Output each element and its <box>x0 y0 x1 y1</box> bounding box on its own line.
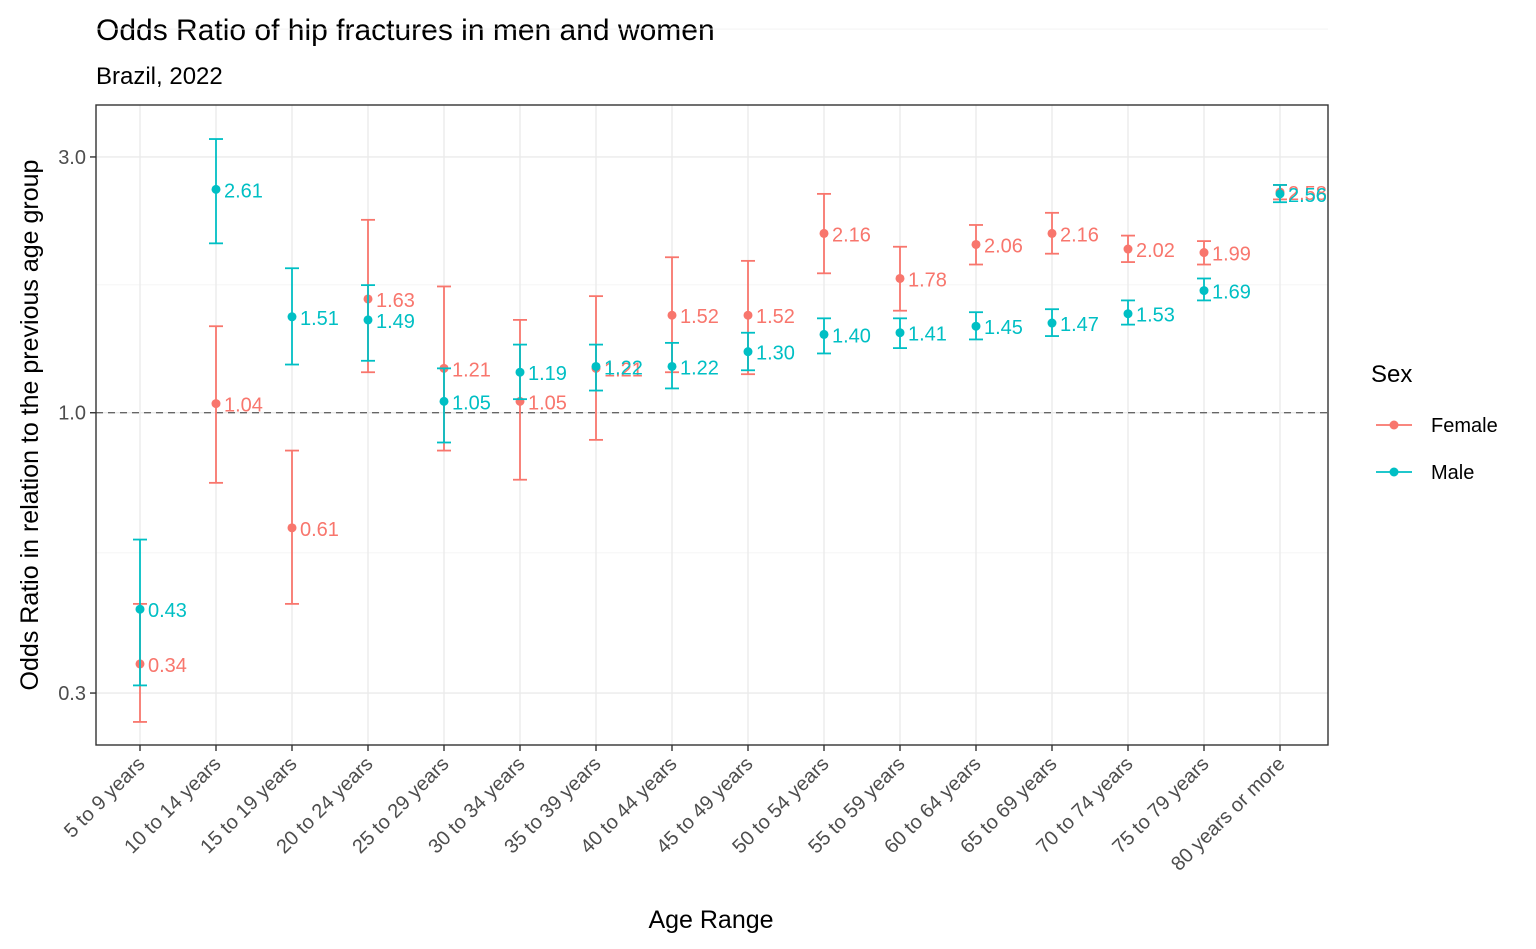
data-point <box>819 228 829 238</box>
data-point <box>515 367 525 377</box>
x-axis-title: Age Range <box>648 906 773 934</box>
data-point <box>1123 309 1133 319</box>
chart-title: Odds Ratio of hip fractures in men and w… <box>96 14 715 47</box>
data-point <box>1047 318 1057 328</box>
data-label: 1.41 <box>908 324 947 346</box>
data-label: 0.43 <box>148 600 187 622</box>
data-label: 1.49 <box>376 311 415 333</box>
data-point <box>591 361 601 371</box>
data-label: 1.69 <box>1212 282 1251 304</box>
chart-subtitle: Brazil, 2022 <box>96 63 223 90</box>
data-point <box>1047 228 1057 238</box>
data-point <box>819 329 829 339</box>
data-label: 1.51 <box>300 308 339 330</box>
legend-label-male: Male <box>1431 462 1474 484</box>
data-point <box>743 310 753 320</box>
data-point <box>971 239 981 249</box>
data-label: 2.06 <box>984 235 1023 257</box>
data-point <box>287 312 297 322</box>
legend-key-point <box>1389 467 1399 477</box>
plot-border <box>95 104 1329 746</box>
data-label: 1.78 <box>908 269 947 291</box>
data-label: 1.40 <box>832 325 871 347</box>
legend-label-female: Female <box>1431 415 1498 437</box>
data-label: 1.45 <box>984 317 1023 339</box>
data-point <box>1123 244 1133 254</box>
y-axis-title: Odds Ratio in relation to the previous a… <box>16 160 44 691</box>
plot-panel <box>96 105 1328 745</box>
data-point <box>895 328 905 338</box>
y-axis: 0.3 1.0 3.0 <box>58 147 96 705</box>
data-label: 2.56 <box>1288 185 1327 207</box>
data-point <box>211 184 221 194</box>
data-label: 1.19 <box>528 363 567 385</box>
data-point <box>363 315 373 325</box>
y-tick-label: 0.3 <box>58 683 86 705</box>
data-point <box>211 399 221 409</box>
data-label: 2.16 <box>1060 224 1099 246</box>
data-point <box>439 396 449 406</box>
data-point <box>895 273 905 283</box>
legend: Sex Female Male <box>1371 361 1498 484</box>
legend-title: Sex <box>1371 361 1412 388</box>
data-label: 1.63 <box>376 290 415 312</box>
data-label: 1.52 <box>756 306 795 328</box>
data-point <box>971 321 981 331</box>
data-point <box>667 361 677 371</box>
data-label: 1.21 <box>452 359 491 381</box>
data-label: 2.58 <box>1288 183 1327 205</box>
data-point <box>743 347 753 357</box>
data-point <box>1199 248 1209 258</box>
data-label: 2.02 <box>1136 240 1175 262</box>
data-label: 1.04 <box>224 395 263 417</box>
data-label: 1.47 <box>1060 314 1099 336</box>
data-point <box>287 523 297 533</box>
y-tick-label: 3.0 <box>58 147 86 169</box>
data-label: 1.05 <box>528 392 567 414</box>
data-point <box>667 310 677 320</box>
data-label: 1.52 <box>680 306 719 328</box>
data-label: 1.21 <box>604 359 643 381</box>
series-male: 0.43 2.61 1.51 1.49 1.05 1.19 1.22 1.22 1.30 1.40… <box>133 138 1327 687</box>
data-label: 1.05 <box>452 392 491 414</box>
data-marks: 0.34 1.04 0.61 1.63 1.21 1.05 1.21 1.52 1.52 2.16… <box>133 138 1327 723</box>
data-label: 2.61 <box>224 180 263 202</box>
data-label: 2.16 <box>832 224 871 246</box>
legend-key-point <box>1389 420 1399 430</box>
data-label: 1.30 <box>756 343 795 365</box>
data-label: 1.22 <box>680 357 719 379</box>
data-point <box>1275 189 1285 199</box>
data-point <box>1199 286 1209 296</box>
data-label: 0.34 <box>148 655 187 677</box>
data-label: 1.99 <box>1212 244 1251 266</box>
y-tick-label: 1.0 <box>58 403 86 425</box>
data-point <box>135 604 145 614</box>
data-label: 1.22 <box>604 357 643 379</box>
data-label: 0.61 <box>300 519 339 541</box>
data-label: 1.53 <box>1136 305 1175 327</box>
